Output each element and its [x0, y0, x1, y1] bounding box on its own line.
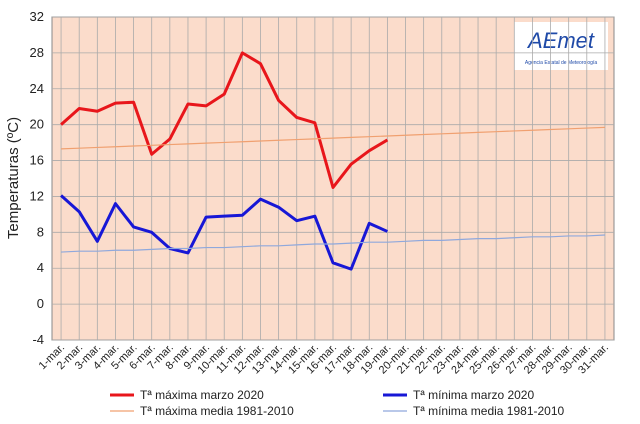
series-line [60, 194, 388, 271]
series-line [60, 51, 389, 189]
series-line [61, 126, 605, 150]
y-tick-label: 0 [37, 296, 44, 311]
logo-box [514, 22, 608, 70]
legend-label: Tª mínima marzo 2020 [413, 388, 534, 402]
y-tick-label: 20 [30, 117, 44, 132]
y-axis-label: Temperaturas (ºC) [5, 117, 22, 239]
y-tick-label: 28 [30, 45, 44, 60]
logo-text: AEmet [526, 28, 595, 53]
y-tick-label: -4 [32, 332, 44, 347]
y-tick-label: 12 [30, 188, 44, 203]
legend-label: Tª máxima marzo 2020 [140, 388, 264, 402]
y-tick-label: 8 [37, 224, 44, 239]
series-line [61, 234, 605, 253]
y-tick-label: 32 [30, 9, 44, 24]
legend-label: Tª mínima media 1981-2010 [413, 404, 565, 418]
y-tick-label: 16 [30, 153, 44, 168]
y-tick-label: 4 [37, 260, 44, 275]
logo-subtitle: Agencia Estatal de Meteorología [525, 60, 597, 66]
y-tick-label: 24 [30, 81, 44, 96]
legend-label: Tª máxima media 1981-2010 [140, 404, 294, 418]
